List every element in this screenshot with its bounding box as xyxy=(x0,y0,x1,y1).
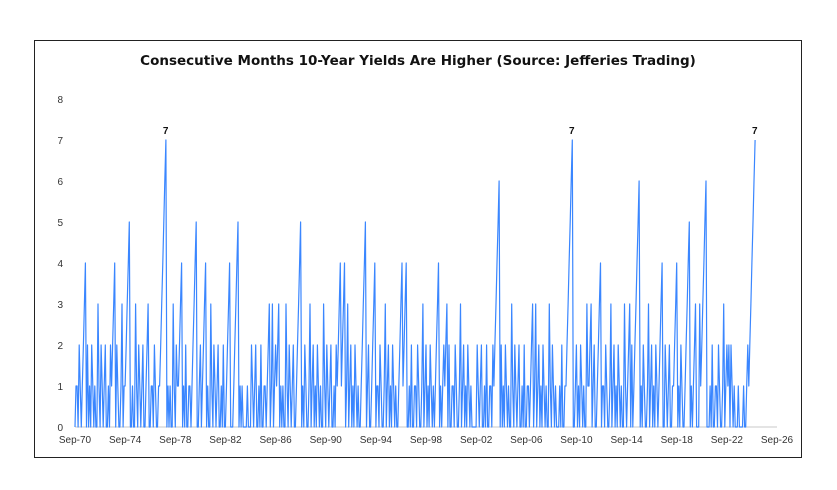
x-tick-label: Sep-98 xyxy=(410,435,443,446)
x-tick-label: Sep-26 xyxy=(761,435,794,446)
x-tick-label: Sep-18 xyxy=(661,435,694,446)
x-tick-label: Sep-94 xyxy=(360,435,393,446)
x-tick-label: Sep-06 xyxy=(510,435,543,446)
y-tick-label: 1 xyxy=(57,382,63,393)
y-tick-label: 8 xyxy=(57,95,63,106)
x-tick-label: Sep-14 xyxy=(610,435,643,446)
x-tick-label: Sep-22 xyxy=(711,435,744,446)
y-tick-label: 6 xyxy=(57,177,63,188)
chart-plot: 0 1 2 3 4 5 6 7 8 Sep-70 Sep-74 Sep-78 Sep-82 Sep-86… xyxy=(57,95,794,446)
y-tick-label: 3 xyxy=(57,300,63,311)
peak-annotation-label: 7 xyxy=(163,126,169,137)
x-tick-label: Sep-86 xyxy=(259,435,292,446)
y-tick-label: 4 xyxy=(57,259,63,270)
y-axis-tick-labels: 0 1 2 3 4 5 6 7 8 xyxy=(57,95,63,434)
x-tick-label: Sep-02 xyxy=(460,435,493,446)
y-tick-label: 0 xyxy=(57,423,63,434)
x-tick-label: Sep-78 xyxy=(159,435,192,446)
x-tick-label: Sep-90 xyxy=(310,435,343,446)
y-tick-label: 2 xyxy=(57,341,63,352)
x-tick-label: Sep-70 xyxy=(59,435,92,446)
series-line xyxy=(74,139,756,428)
peak-annotations: 7 7 7 xyxy=(163,126,758,137)
x-tick-label: Sep-82 xyxy=(209,435,242,446)
x-tick-label: Sep-10 xyxy=(560,435,593,446)
peak-annotation-label: 7 xyxy=(569,126,575,137)
chart-title: Consecutive Months 10-Year Yields Are Hi… xyxy=(140,53,696,69)
x-tick-label: Sep-74 xyxy=(109,435,142,446)
chart-frame: Consecutive Months 10-Year Yields Are Hi… xyxy=(34,40,802,458)
y-tick-label: 7 xyxy=(57,136,63,147)
y-tick-label: 5 xyxy=(57,218,63,229)
x-axis-tick-labels: Sep-70 Sep-74 Sep-78 Sep-82 Sep-86 Sep-90 Sep-… xyxy=(59,435,794,446)
peak-annotation-label: 7 xyxy=(752,126,758,137)
